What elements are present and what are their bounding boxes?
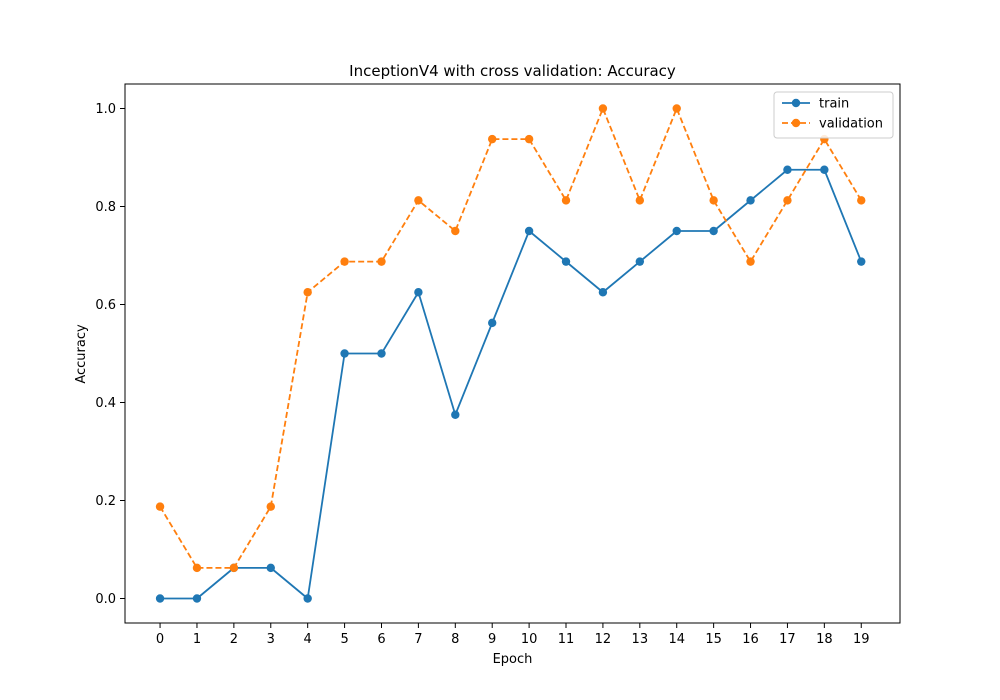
y-tick-label: 0.8 [95,200,116,215]
y-tick-label: 0.2 [95,494,116,509]
data-point-train [192,594,202,603]
data-point-train [377,349,386,358]
data-point-validation [303,288,312,297]
data-point-validation [635,196,645,205]
x-tick-label: 15 [705,632,722,647]
series-line-validation [159,107,863,569]
legend-marker-validation [791,118,801,128]
data-point-validation [598,104,608,113]
data-point-train [857,257,866,266]
data-point-validation [709,196,718,205]
y-tick-label: 0.0 [95,592,116,607]
x-tick-label: 10 [521,632,538,647]
data-point-train [783,165,792,174]
y-axis-label: Accuracy [74,324,89,384]
data-point-train [488,318,497,328]
data-point-validation [192,563,202,573]
y-tick-label: 0.4 [95,396,116,411]
x-tick-label: 18 [816,632,833,647]
x-tick-label: 0 [156,632,164,647]
legend-marker-train [791,98,801,108]
data-point-train [709,226,718,236]
y-tick-label: 0.6 [95,298,116,313]
data-point-validation [451,226,460,236]
x-tick-label: 9 [488,632,496,647]
chart-title: InceptionV4 with cross validation: Accur… [349,62,676,80]
x-axis-label: Epoch [493,652,533,667]
data-point-validation [561,196,571,205]
data-point-train [820,165,829,174]
data-point-validation [340,257,349,266]
data-point-train [561,257,571,266]
data-point-train [746,196,755,205]
data-point-train [303,594,312,603]
data-point-validation [377,257,386,266]
x-tick-label: 8 [451,632,459,647]
x-tick-label: 14 [668,632,685,647]
data-point-validation [857,196,866,205]
x-tick-label: 4 [304,632,312,647]
series-line-train [160,168,863,600]
data-point-train [340,349,349,358]
data-point-train [635,257,645,266]
x-tick-label: 17 [779,632,796,647]
data-point-train [266,563,275,573]
data-point-validation [524,134,534,144]
data-point-validation [672,104,681,113]
y-tick-label: 1.0 [95,102,116,117]
plot-area: 0 1 2 3 4 5 6 7 8 9 10 11 12 13 14 15 16 17 18 190.00.20.40… [95,83,901,647]
x-tick-label: 3 [267,632,275,647]
x-tick-label: 13 [632,632,649,647]
data-point-train [524,226,534,236]
data-point-validation [488,134,497,144]
data-point-validation [155,502,165,511]
data-point-train [451,410,460,419]
data-point-train [414,288,423,297]
legend: train validation [773,91,894,139]
x-tick-label: 2 [230,632,238,647]
data-point-validation [229,563,239,573]
data-point-validation [266,502,275,511]
x-tick-label: 11 [558,632,575,647]
legend-label-validation: validation [819,117,883,132]
x-tick-label: 5 [340,632,348,647]
legend-label-train: train [819,97,849,112]
x-tick-label: 7 [414,632,422,647]
x-tick-label: 19 [853,632,870,647]
data-point-validation [746,257,755,266]
x-tick-label: 16 [742,632,759,647]
x-tick-label: 6 [377,632,385,647]
plot-frame [124,83,901,624]
x-tick-label: 1 [193,632,201,647]
data-point-train [155,594,165,603]
data-point-validation [783,196,792,205]
x-tick-label: 12 [595,632,612,647]
data-point-validation [414,196,423,205]
data-point-train [598,288,608,297]
data-point-train [672,226,681,236]
